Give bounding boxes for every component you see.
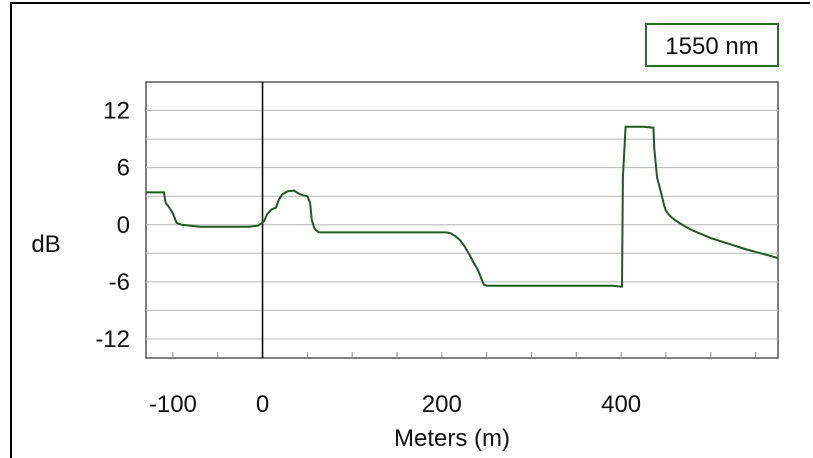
plot-area — [145, 81, 779, 359]
x-tick-label: 0 — [256, 391, 269, 418]
chart-frame — [10, 2, 810, 458]
legend-box — [645, 23, 779, 67]
y-tick-label: 12 — [103, 98, 130, 125]
x-tick-label: 200 — [422, 391, 462, 418]
y-tick-labels: 12 6 0 -6 -12 — [95, 98, 130, 353]
x-axis-title: Meters (m) — [394, 425, 510, 452]
y-tick-label: -12 — [95, 326, 130, 353]
y-tick-label: 0 — [117, 212, 130, 239]
y-tick-label: -6 — [109, 269, 130, 296]
x-tick-labels: -100 0 200 400 — [149, 391, 641, 418]
legend-label: 1550 nm — [665, 33, 758, 60]
x-tick-label: 400 — [601, 391, 641, 418]
x-tick-label: -100 — [149, 391, 197, 418]
y-tick-label: 6 — [117, 155, 130, 182]
grid-lines — [146, 110, 778, 358]
y-axis-title: dB — [31, 231, 60, 258]
series-trace — [146, 125, 779, 288]
